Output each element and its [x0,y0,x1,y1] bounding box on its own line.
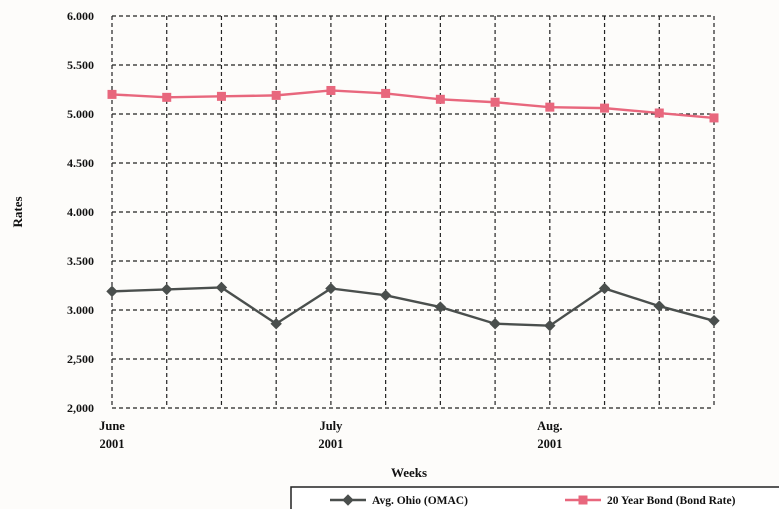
x-axis-title: Weeks [391,465,427,480]
data-point [271,90,281,100]
x-tick-label: July [319,419,343,433]
data-point [216,91,226,101]
data-point [161,283,173,296]
x-tick-label: June [99,419,125,433]
data-point [215,281,228,294]
data-point [435,94,445,104]
data-point [709,113,719,123]
y-tick-label: 4.000 [67,205,94,219]
data-point [106,285,118,298]
grid [111,15,715,409]
legend: Avg. Ohio (OMAC) 20 Year Bond (Bond Rate) [290,486,779,509]
y-axis-ticks: 6.000 5.500 5.000 4.500 4.000 3.500 3.000 2,500… [67,9,94,415]
legend-marker [342,494,354,506]
y-tick-label: 2,500 [67,352,94,366]
x-tick-label: 2001 [537,437,562,451]
series-line [111,89,715,120]
data-point [544,319,556,332]
data-point [654,108,664,118]
data-point [270,318,282,330]
legend-marker [578,495,588,505]
data-point [162,92,172,102]
y-tick-label: 5.500 [67,58,94,72]
data-point [107,89,117,99]
data-point [653,300,665,312]
data-point [326,85,336,95]
data-point [600,103,610,113]
data-point [598,282,611,295]
data-point [379,289,392,302]
data-point [490,97,500,107]
x-axis-ticks: June 2001 July 2001 Aug. 2001 [99,419,562,451]
x-tick-label: 2001 [318,437,343,451]
data-point [381,88,391,98]
y-tick-label: 3.000 [67,303,94,317]
y-axis-title: Rates [10,196,25,227]
y-tick-label: 4.500 [67,156,94,170]
data-point [325,282,337,295]
data-point [489,318,501,330]
series-lines [106,85,720,332]
data-point [545,102,555,112]
y-tick-label: 5.000 [67,107,94,121]
data-point [708,315,720,327]
x-tick-label: 2001 [100,437,125,451]
data-point [434,301,447,313]
y-tick-label: 3.500 [67,254,94,268]
y-tick-label: 6.000 [67,9,94,23]
y-tick-label: 2,000 [67,401,94,415]
legend-box [290,486,779,509]
x-tick-label: Aug. [537,419,562,433]
series-line [111,286,715,327]
legend-label: 20 Year Bond (Bond Rate) [607,495,736,507]
legend-label: Avg. Ohio (OMAC) [372,495,468,507]
